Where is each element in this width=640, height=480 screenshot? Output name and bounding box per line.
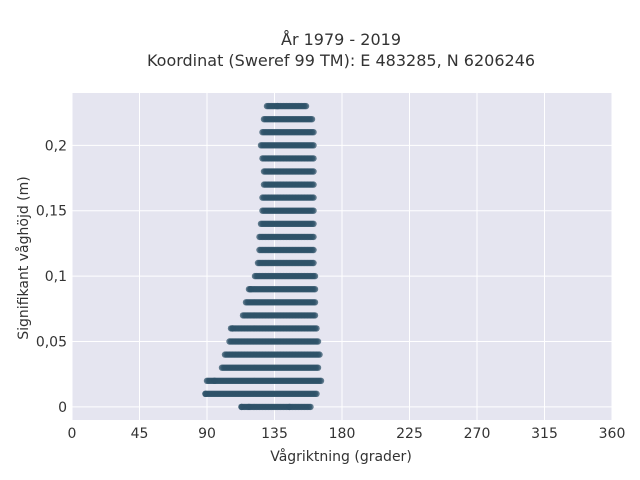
data-points — [202, 102, 325, 411]
y-axis-title: Signifikant våghöjd (m) — [15, 176, 32, 339]
data-point — [238, 403, 245, 411]
data-point — [310, 259, 317, 267]
y-tick-label: 0,2 — [45, 138, 67, 154]
x-tick-label: 135 — [261, 426, 288, 442]
y-tick-label: 0,15 — [36, 204, 67, 220]
x-tick-label: 90 — [198, 426, 216, 442]
chart-title: År 1979 - 2019 Koordinat (Sweref 99 TM):… — [147, 30, 535, 70]
data-point — [229, 325, 236, 332]
x-tick-label: 45 — [131, 426, 149, 442]
y-tick-label: 0,1 — [45, 269, 67, 285]
data-point — [310, 207, 317, 214]
data-point — [286, 403, 293, 411]
data-point — [211, 377, 218, 384]
data-point — [302, 102, 310, 110]
data-point — [247, 286, 254, 293]
data-point — [316, 351, 323, 358]
data-point — [311, 312, 319, 319]
grid-lines — [71, 93, 613, 420]
data-point — [310, 142, 317, 149]
x-tick-label: 180 — [329, 426, 356, 442]
data-point — [311, 272, 319, 280]
tick-labels: 0 45 90 135 180 225 270 315 360 0 0,05 0,1 0,15 0,2 — [36, 138, 626, 442]
y-tick-label: 0,05 — [36, 335, 67, 351]
x-tick-label: 270 — [464, 426, 491, 442]
data-point — [310, 181, 317, 188]
data-point — [313, 390, 320, 397]
x-tick-label: 315 — [531, 426, 558, 442]
data-point — [202, 390, 209, 397]
data-point — [311, 286, 319, 293]
y-tick-label: 0 — [58, 400, 67, 416]
x-tick-label: 0 — [68, 426, 77, 442]
data-point — [310, 155, 317, 162]
data-point — [307, 403, 314, 411]
data-point — [314, 364, 322, 371]
x-tick-label: 360 — [599, 426, 626, 442]
data-point — [310, 246, 317, 254]
data-point — [314, 338, 322, 345]
x-tick-label: 225 — [396, 426, 423, 442]
chart-title-line-2: Koordinat (Sweref 99 TM): E 483285, N 62… — [147, 51, 535, 70]
data-point — [308, 116, 316, 123]
data-point — [310, 233, 317, 241]
data-point — [317, 377, 325, 384]
data-point — [310, 168, 317, 175]
data-point — [313, 325, 320, 332]
data-point — [311, 299, 319, 306]
data-point — [310, 129, 317, 136]
data-point — [310, 194, 317, 201]
data-point — [245, 403, 253, 411]
chart-title-line-1: År 1979 - 2019 — [281, 30, 401, 49]
data-point — [310, 220, 317, 227]
data-point — [274, 102, 281, 110]
x-axis-title: Vågriktning (grader) — [270, 448, 412, 465]
